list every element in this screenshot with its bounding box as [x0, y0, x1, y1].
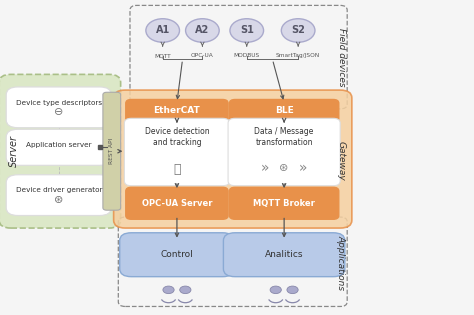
- Text: Server: Server: [9, 135, 18, 167]
- FancyBboxPatch shape: [114, 90, 352, 228]
- Text: Applications: Applications: [337, 235, 346, 290]
- FancyBboxPatch shape: [120, 233, 234, 277]
- Text: EtherCAT: EtherCAT: [154, 106, 201, 115]
- FancyBboxPatch shape: [126, 187, 228, 219]
- Text: Field devices: Field devices: [337, 28, 346, 86]
- Circle shape: [270, 286, 282, 294]
- Text: S1: S1: [240, 26, 254, 36]
- Text: REST API: REST API: [109, 138, 114, 164]
- FancyBboxPatch shape: [229, 187, 339, 219]
- Text: OPC-UA: OPC-UA: [191, 53, 214, 58]
- FancyBboxPatch shape: [6, 129, 111, 165]
- Ellipse shape: [186, 19, 219, 42]
- FancyBboxPatch shape: [103, 92, 121, 210]
- FancyBboxPatch shape: [6, 87, 111, 128]
- FancyBboxPatch shape: [228, 118, 340, 186]
- Text: Data / Message
transformation: Data / Message transformation: [255, 127, 314, 147]
- Text: MQTT: MQTT: [155, 53, 171, 58]
- Ellipse shape: [230, 19, 264, 42]
- FancyBboxPatch shape: [124, 118, 229, 186]
- Text: A1: A1: [155, 26, 170, 36]
- Text: ⊛: ⊛: [280, 163, 289, 174]
- Text: »: »: [261, 162, 270, 175]
- Circle shape: [180, 286, 191, 294]
- FancyBboxPatch shape: [126, 100, 228, 122]
- Text: ⊛: ⊛: [54, 195, 64, 205]
- Circle shape: [163, 286, 174, 294]
- Text: S2: S2: [291, 26, 305, 36]
- Circle shape: [287, 286, 298, 294]
- Text: SmartTag/JSON: SmartTag/JSON: [276, 53, 320, 58]
- Text: Gateway: Gateway: [337, 141, 346, 180]
- Ellipse shape: [282, 19, 315, 42]
- FancyBboxPatch shape: [6, 175, 111, 215]
- Text: MQTT Broker: MQTT Broker: [253, 199, 315, 208]
- Text: ⊖: ⊖: [54, 107, 64, 117]
- Text: Analitics: Analitics: [265, 250, 303, 259]
- Text: BLE: BLE: [275, 106, 293, 115]
- Ellipse shape: [146, 19, 180, 42]
- Text: Device detection
and tracking: Device detection and tracking: [145, 127, 209, 147]
- Text: Control: Control: [161, 250, 193, 259]
- Text: OPC-UA Server: OPC-UA Server: [142, 199, 212, 208]
- Text: Application server: Application server: [26, 142, 91, 148]
- Text: MODBUS: MODBUS: [234, 53, 260, 58]
- FancyBboxPatch shape: [223, 233, 345, 277]
- FancyBboxPatch shape: [0, 74, 121, 228]
- Text: A2: A2: [195, 26, 210, 36]
- Text: Device driver generator: Device driver generator: [16, 187, 102, 193]
- Text: Device type descriptors: Device type descriptors: [16, 100, 102, 106]
- FancyBboxPatch shape: [229, 100, 339, 122]
- Text: »: »: [299, 162, 307, 175]
- Text: 🗋: 🗋: [173, 163, 181, 175]
